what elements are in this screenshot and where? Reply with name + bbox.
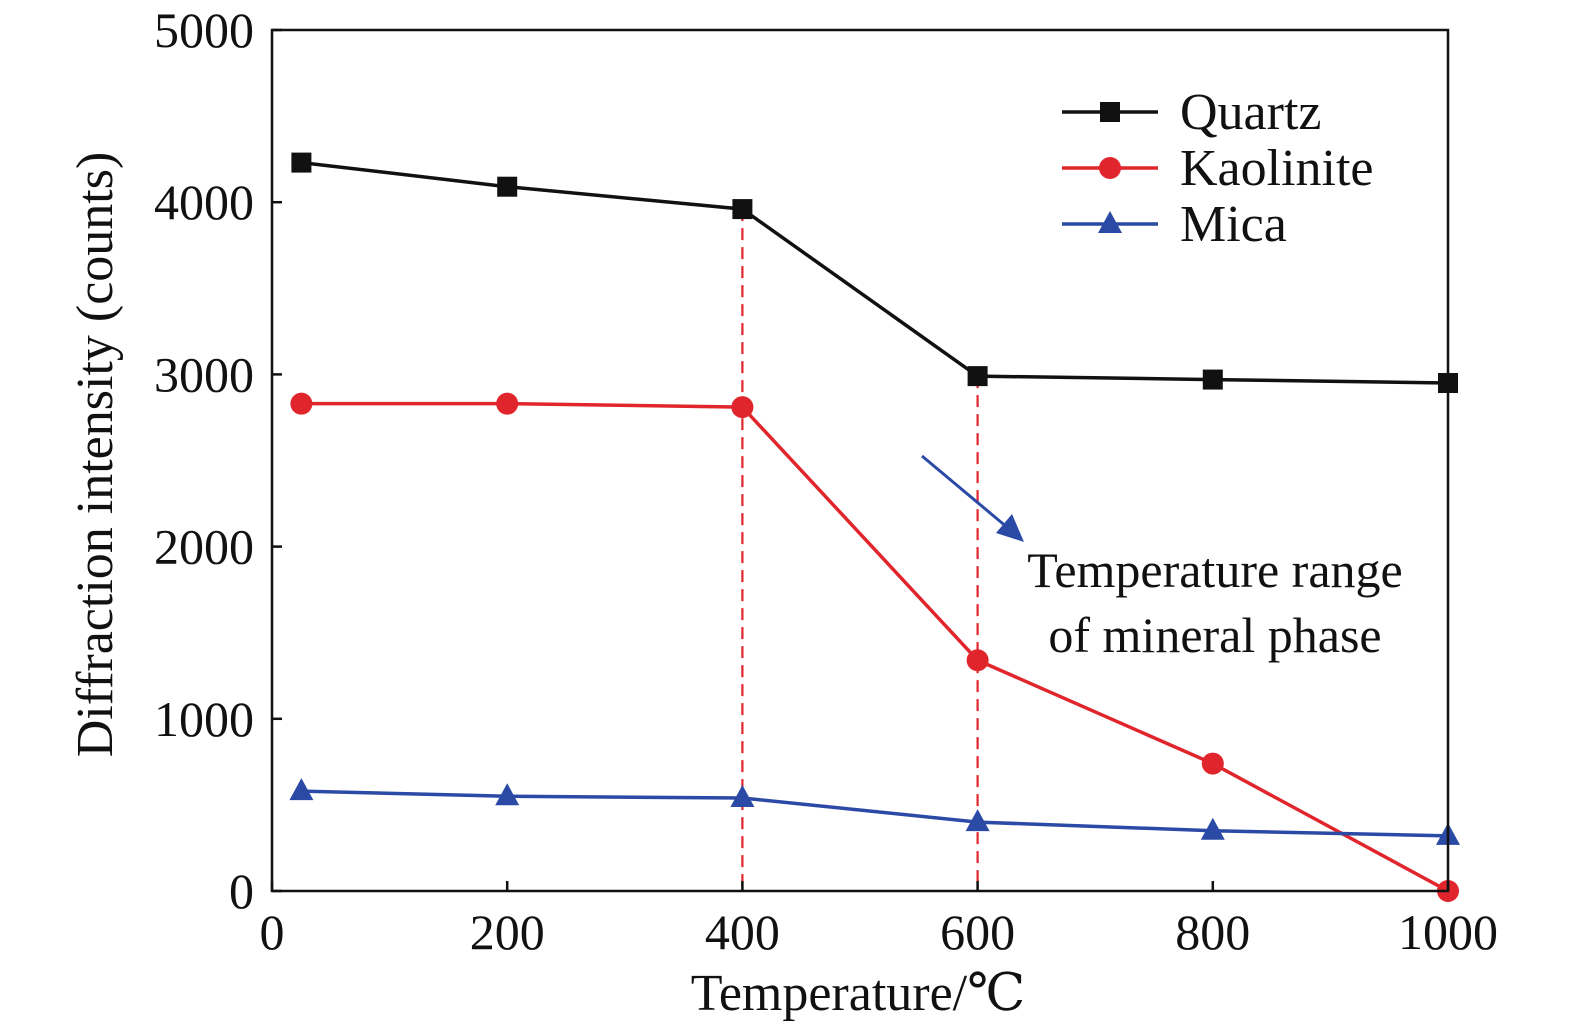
x-tick-label: 0 (260, 904, 285, 960)
x-tick-label: 600 (940, 904, 1015, 960)
x-tick-label: 200 (470, 904, 545, 960)
series-mica (289, 778, 1460, 845)
legend-item-quartz: Quartz (1062, 84, 1321, 141)
reference-lines (741, 209, 979, 891)
annotation-arrow (921, 454, 1009, 530)
data-point-mica (965, 809, 990, 832)
series-kaolinite (290, 392, 1459, 902)
series-quartz (291, 152, 1458, 394)
data-point-quartz (497, 176, 518, 197)
plot-frame (270, 28, 1450, 893)
legend-marker (1099, 157, 1121, 179)
data-point-kaolinite (731, 396, 754, 419)
legend-label: Mica (1180, 196, 1287, 253)
data-point-mica (730, 785, 755, 808)
data-point-mica (289, 778, 314, 801)
annotation-text-line-1: Temperature range (1027, 542, 1402, 598)
legend-label: Quartz (1180, 84, 1321, 141)
x-tick-label: 800 (1175, 904, 1250, 960)
annotation-arrow-head (996, 514, 1024, 542)
data-point-kaolinite (1201, 752, 1224, 775)
data-point-kaolinite (290, 392, 313, 415)
data-point-kaolinite (496, 392, 519, 415)
annotation-text-line-2: of mineral phase (1048, 607, 1381, 663)
x-axis: 0 200 400 600 800 1000 (260, 881, 1498, 960)
annotation: Temperature range of mineral phase (921, 454, 1403, 663)
data-point-mica (1200, 817, 1225, 840)
legend-marker (1098, 211, 1122, 233)
data-point-mica (495, 783, 520, 806)
series-layer (289, 152, 1460, 902)
x-tick-label: 1000 (1398, 904, 1498, 960)
y-tick-label: 5000 (154, 2, 254, 58)
data-point-kaolinite (966, 649, 989, 672)
y-tick-label: 4000 (154, 174, 254, 230)
y-tick-label: 2000 (154, 519, 254, 575)
data-point-quartz (732, 199, 753, 220)
data-point-quartz (1202, 369, 1223, 390)
y-axis: 0 1000 2000 3000 4000 5000 (154, 2, 282, 919)
legend-marker (1100, 102, 1120, 122)
x-axis-title: Temperature/℃ (691, 965, 1026, 1022)
series-line-mica (301, 789, 1449, 838)
legend-label: Kaolinite (1180, 140, 1374, 197)
data-point-quartz (291, 152, 312, 173)
y-tick-label: 0 (229, 863, 254, 919)
legend-item-mica: Mica (1062, 196, 1287, 253)
y-tick-label: 1000 (154, 691, 254, 747)
data-point-quartz (967, 366, 988, 387)
y-tick-label: 3000 (154, 346, 254, 402)
x-tick-label: 400 (705, 904, 780, 960)
legend-item-kaolinite: Kaolinite (1062, 140, 1374, 197)
series-line-kaolinite (301, 401, 1449, 893)
series-line-quartz (301, 160, 1449, 385)
y-axis-title: Diffraction intensity (counts) (67, 152, 124, 758)
